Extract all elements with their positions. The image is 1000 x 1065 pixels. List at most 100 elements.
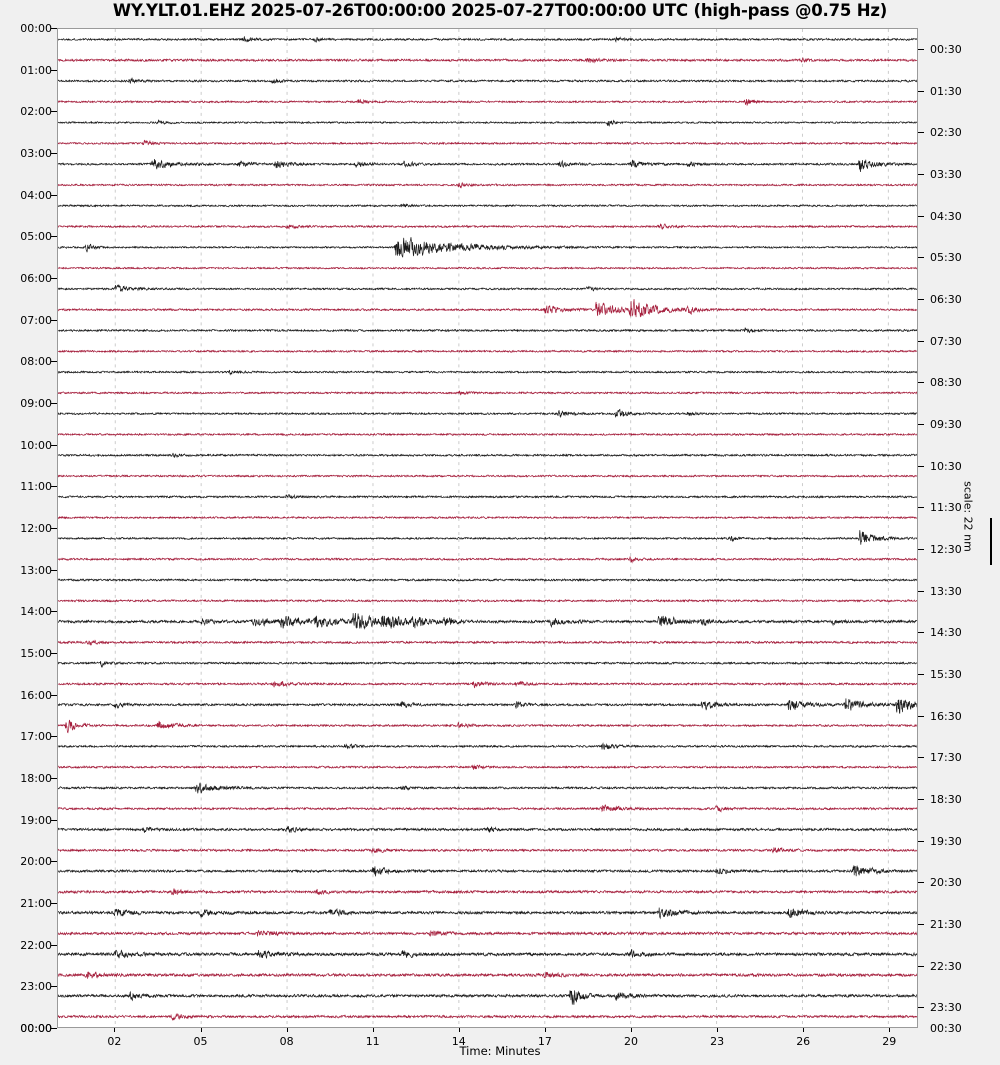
trace-row bbox=[58, 57, 917, 64]
x-axis-tick bbox=[717, 1028, 719, 1032]
left-time-label: 23:00 bbox=[20, 980, 52, 994]
x-axis-label: 05 bbox=[193, 1035, 208, 1048]
trace-row bbox=[58, 865, 917, 877]
x-axis-label: 29 bbox=[882, 1035, 897, 1048]
right-axis-tick bbox=[918, 590, 924, 592]
trace-row bbox=[58, 578, 917, 582]
left-axis-tick bbox=[51, 903, 57, 904]
trace-row bbox=[58, 846, 917, 855]
right-time-label: 12:30 bbox=[930, 542, 962, 556]
left-axis-tick bbox=[51, 28, 57, 29]
trace-row bbox=[58, 907, 917, 920]
trace-row bbox=[58, 764, 917, 770]
right-time-label: 20:30 bbox=[930, 876, 962, 890]
right-axis-tick bbox=[918, 48, 924, 50]
trace-row bbox=[58, 493, 917, 500]
left-time-label: 16:00 bbox=[20, 688, 52, 702]
left-time-label: 06:00 bbox=[20, 272, 52, 285]
right-time-label: 00:30 bbox=[930, 42, 962, 56]
trace-row bbox=[58, 804, 917, 813]
left-time-label: 00:00 bbox=[20, 1022, 52, 1035]
left-axis-tick bbox=[51, 236, 57, 238]
left-axis-tick bbox=[51, 986, 57, 988]
x-axis-label: 02 bbox=[107, 1035, 122, 1048]
trace-row bbox=[58, 990, 917, 1005]
trace-row bbox=[58, 452, 917, 459]
trace-row bbox=[58, 158, 917, 172]
left-time-label: 12:00 bbox=[20, 522, 52, 535]
left-time-label: 03:00 bbox=[20, 147, 52, 160]
right-axis-tick bbox=[918, 382, 924, 384]
left-time-label: 10:00 bbox=[20, 438, 52, 452]
trace-row bbox=[58, 598, 917, 603]
trace-row bbox=[58, 36, 917, 43]
right-time-label: 14:30 bbox=[930, 626, 962, 640]
left-axis-tick bbox=[51, 153, 57, 154]
right-axis-tick bbox=[918, 798, 924, 800]
trace-row bbox=[58, 266, 917, 270]
right-axis-tick bbox=[918, 90, 924, 92]
trace-row bbox=[58, 139, 917, 146]
left-axis-tick bbox=[51, 278, 57, 279]
right-time-label: 03:30 bbox=[930, 167, 962, 181]
right-axis-tick bbox=[918, 215, 924, 217]
left-time-label: 18:00 bbox=[20, 772, 52, 785]
right-time-label: 08:30 bbox=[930, 376, 962, 390]
right-axis-tick bbox=[918, 173, 924, 175]
trace-row bbox=[58, 181, 917, 189]
x-axis-label: 11 bbox=[365, 1035, 380, 1048]
left-axis-tick bbox=[51, 778, 57, 779]
trace-row bbox=[58, 119, 917, 127]
left-axis-tick bbox=[51, 361, 57, 363]
scale-bar bbox=[990, 518, 992, 565]
left-axis-tick bbox=[51, 569, 57, 571]
right-time-label: 07:30 bbox=[930, 334, 962, 348]
right-axis-tick bbox=[918, 673, 924, 675]
left-time-label: 07:00 bbox=[20, 313, 52, 327]
right-time-label: 04:30 bbox=[930, 209, 962, 223]
left-time-label: 09:00 bbox=[20, 397, 52, 410]
right-axis-tick bbox=[918, 465, 924, 467]
scale-annotation: scale: 22 nm bbox=[960, 481, 992, 600]
x-axis-label: 08 bbox=[279, 1035, 294, 1048]
right-axis-tick bbox=[918, 257, 924, 259]
right-time-label: 22:30 bbox=[930, 959, 962, 973]
trace-row bbox=[58, 613, 917, 630]
left-time-label: 01:00 bbox=[20, 63, 52, 77]
left-axis-tick bbox=[51, 69, 57, 71]
right-axis-tick bbox=[918, 632, 924, 634]
trace-row bbox=[58, 202, 917, 208]
trace-row bbox=[58, 826, 917, 833]
trace-row bbox=[58, 299, 917, 318]
trace-row bbox=[58, 327, 917, 334]
right-axis-tick bbox=[918, 965, 924, 967]
left-axis-tick bbox=[51, 528, 57, 529]
right-time-label-end: 00:30 bbox=[930, 1022, 962, 1035]
trace-row bbox=[58, 660, 917, 668]
left-time-label-end: 00:00 bbox=[20, 1022, 52, 1035]
trace-row bbox=[58, 515, 917, 520]
seismogram-plot-area bbox=[57, 28, 918, 1028]
left-time-label: 02:00 bbox=[20, 105, 52, 119]
left-time-label: 08:00 bbox=[20, 355, 52, 369]
x-axis-tick bbox=[803, 1028, 805, 1032]
left-time-label: 04:00 bbox=[20, 188, 52, 202]
trace-row bbox=[58, 284, 917, 292]
right-time-label: 01:30 bbox=[930, 84, 962, 98]
trace-row bbox=[58, 971, 917, 979]
left-axis-tick bbox=[51, 194, 57, 196]
left-axis-tick bbox=[51, 111, 57, 113]
trace-row bbox=[58, 223, 917, 231]
right-axis-tick bbox=[918, 298, 924, 300]
right-time-label: 02:30 bbox=[930, 126, 962, 140]
x-axis-tick bbox=[458, 1028, 460, 1032]
trace-row bbox=[58, 390, 917, 396]
trace-row bbox=[58, 680, 917, 689]
trace-row bbox=[58, 556, 917, 564]
trace-row bbox=[58, 930, 917, 937]
right-axis-tick bbox=[918, 715, 924, 717]
right-axis-tick bbox=[918, 840, 924, 842]
x-axis-tick bbox=[114, 1028, 116, 1032]
trace-row bbox=[58, 639, 917, 646]
